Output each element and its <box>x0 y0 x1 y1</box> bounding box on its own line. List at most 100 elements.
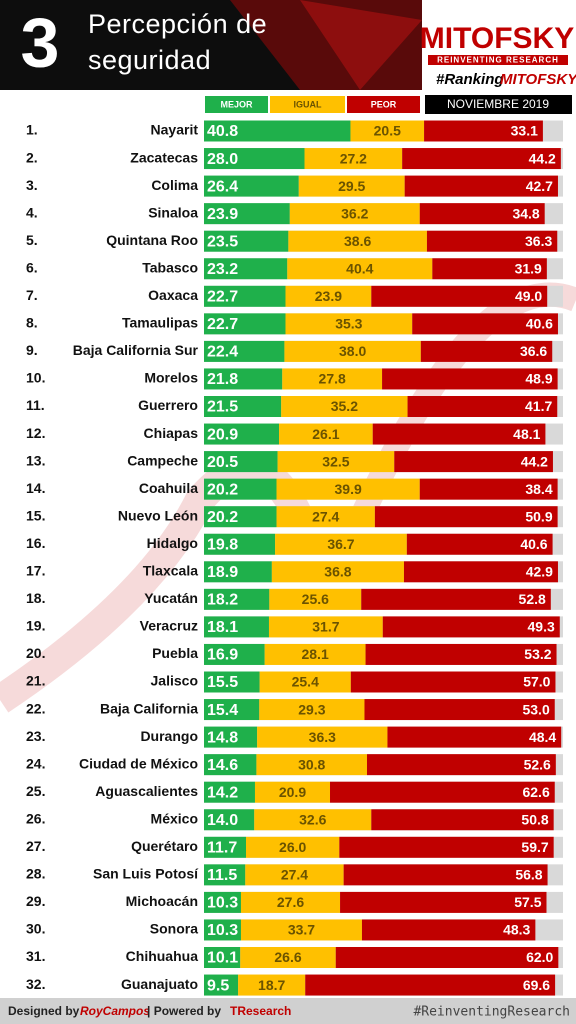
bar-segment <box>269 588 362 610</box>
value-label: 53.2 <box>524 646 551 662</box>
value-label: 62.6 <box>522 784 549 800</box>
value-label: 38.0 <box>339 343 366 359</box>
value-label: 23.2 <box>207 261 238 278</box>
bar-segment <box>343 864 548 886</box>
value-label: 16.9 <box>207 647 238 664</box>
bar-segment <box>387 726 562 748</box>
value-label: 56.8 <box>515 867 542 883</box>
category-label: Oaxaca <box>148 287 198 303</box>
bar-segment <box>339 836 554 858</box>
bar-segment <box>432 258 547 280</box>
value-label: 15.5 <box>207 674 238 691</box>
bar-segment <box>371 285 548 307</box>
bar-segment <box>204 148 305 170</box>
value-label: 36.7 <box>327 536 354 552</box>
bar-segment <box>204 120 351 142</box>
category-label: Nuevo León <box>118 507 198 523</box>
value-label: 44.2 <box>529 150 556 166</box>
bar-segment <box>268 616 383 638</box>
category-label: Chihuahua <box>126 948 199 964</box>
value-label: 14.0 <box>207 812 238 829</box>
value-label: 9.5 <box>207 977 229 994</box>
chart-title: Percepción de seguridad <box>88 9 268 75</box>
value-label: 11.5 <box>207 867 237 884</box>
category-label: Tabasco <box>142 259 198 275</box>
bar-segment <box>204 451 278 473</box>
rank: 6. <box>26 259 38 275</box>
hashtag-brand: MITOFSKY <box>500 71 576 88</box>
bar-segment <box>365 643 557 665</box>
value-label: 38.6 <box>344 233 371 249</box>
value-label: 25.6 <box>302 591 329 607</box>
bar-segment <box>275 533 407 555</box>
rank: 1. <box>26 122 38 138</box>
value-label: 22.4 <box>207 344 238 361</box>
bar-segment <box>402 148 561 170</box>
rank: 4. <box>26 204 38 220</box>
rank: 30. <box>26 921 45 937</box>
chart-number: 3 <box>21 3 60 81</box>
bar-segment <box>426 230 558 252</box>
bar-segment <box>382 368 558 390</box>
rank: 9. <box>26 342 38 358</box>
bar-segment <box>204 947 241 968</box>
bar-segment <box>256 754 367 776</box>
bar-segment <box>407 396 558 417</box>
value-label: 35.3 <box>335 316 362 332</box>
category-label: Sonora <box>150 921 198 937</box>
tagline-bar <box>428 55 568 65</box>
value-label: 14.8 <box>207 729 238 746</box>
value-label: 27.4 <box>312 508 339 524</box>
footer-powered-label: | Powered by <box>147 1004 221 1018</box>
value-label: 10.1 <box>207 950 238 967</box>
value-label: 41.7 <box>525 398 552 414</box>
value-label: 42.7 <box>526 178 553 194</box>
bar-segment <box>406 533 553 555</box>
category-label: Ciudad de México <box>79 755 198 771</box>
bar-segment <box>204 919 241 941</box>
bar-segment <box>204 643 265 665</box>
category-label: Hidalgo <box>147 535 198 551</box>
value-label: 36.2 <box>341 205 368 221</box>
value-label: 36.3 <box>309 729 336 745</box>
bar-segment <box>285 313 413 335</box>
bar-segment <box>246 836 340 858</box>
bar-segment <box>204 781 255 803</box>
bar-segment <box>403 561 558 583</box>
value-label: 35.2 <box>331 398 358 414</box>
bar-segment <box>204 588 270 610</box>
value-label: 26.6 <box>274 949 301 965</box>
bar-segment <box>335 947 559 968</box>
category-label: Zacatecas <box>130 149 198 165</box>
category-label: Chiapas <box>144 425 199 441</box>
bar-segment <box>204 836 247 858</box>
bar-segment <box>238 974 306 996</box>
value-label: 32.6 <box>299 811 326 827</box>
value-label: 25.4 <box>292 674 319 690</box>
value-label: 31.7 <box>312 619 339 635</box>
footer-designed: Designed by <box>8 1004 80 1018</box>
bar-segment <box>204 203 290 225</box>
value-label: 20.9 <box>207 426 238 443</box>
value-label: 28.1 <box>301 646 328 662</box>
rank: 31. <box>26 948 45 964</box>
value-label: 40.8 <box>207 123 238 140</box>
value-label: 69.6 <box>523 977 550 993</box>
category-label: Baja California Sur <box>73 342 199 358</box>
value-label: 52.6 <box>524 756 551 772</box>
bar-segment <box>204 891 241 913</box>
rank: 13. <box>26 452 45 468</box>
value-label: 33.1 <box>511 123 538 139</box>
rank: 14. <box>26 480 45 496</box>
rank: 8. <box>26 315 38 331</box>
rank: 3. <box>26 177 38 193</box>
value-label: 20.2 <box>207 481 238 498</box>
rank: 28. <box>26 866 45 882</box>
value-label: 23.5 <box>207 233 238 250</box>
footer-powered: TResearch <box>230 1004 291 1018</box>
legend-label: PEOR <box>371 99 397 109</box>
bar-segment <box>305 974 556 996</box>
rank: 11. <box>26 397 45 413</box>
value-label: 40.4 <box>346 260 373 276</box>
value-label: 10.3 <box>207 922 238 939</box>
